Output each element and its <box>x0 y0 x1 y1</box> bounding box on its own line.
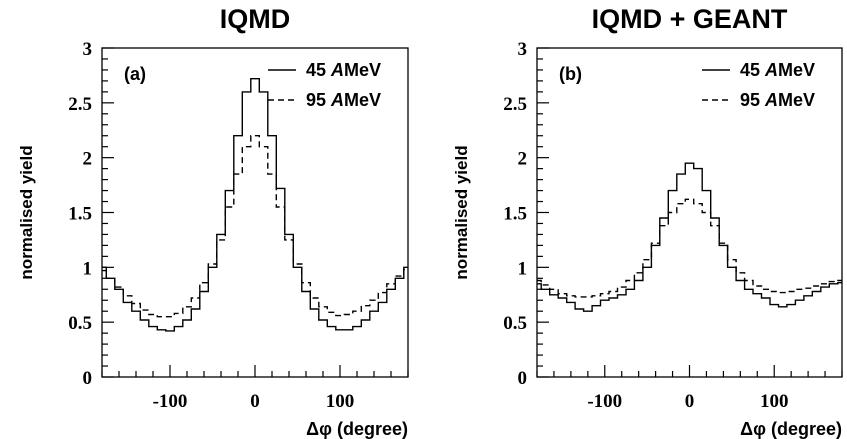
y-tick-label: 2 <box>518 149 528 170</box>
y-tick-label: 1.5 <box>503 204 527 225</box>
chart-title: IQMD <box>220 4 291 34</box>
legend-label-number: 95 <box>740 90 765 110</box>
legend-label-unit: MeV <box>778 60 815 80</box>
y-tick-label: 2.5 <box>68 94 92 115</box>
x-tick-label: 100 <box>326 391 355 412</box>
y-tick-label: 3 <box>83 39 93 60</box>
y-tick-label: 1 <box>83 258 93 279</box>
series-line-45amev <box>537 162 842 312</box>
legend-label-number: 45 <box>740 60 765 80</box>
y-tick-label: 1 <box>518 258 528 279</box>
chart-panel-b: IQMD + GEANT 0 0.5 1 1.5 2 2.5 3 -100 0 100 normali… <box>452 4 843 439</box>
x-tick-label: -100 <box>153 391 188 412</box>
legend-label-italic: A <box>764 90 778 110</box>
legend-label-italic: A <box>764 60 778 80</box>
x-tick-label: -100 <box>587 391 622 412</box>
legend-label-number: 45 <box>306 60 331 80</box>
chart-title: IQMD + GEANT <box>592 4 788 34</box>
y-axis-label: normalised yield <box>17 145 36 279</box>
chart-panel-a: IQMD 0 0.5 1 1.5 2 2.5 3 -100 0 100 normalised yiel… <box>17 4 409 439</box>
legend-label-unit: MeV <box>344 90 381 110</box>
x-tick-label: 0 <box>250 391 260 412</box>
y-tick-label: 2 <box>83 149 93 170</box>
y-tick-label: 0.5 <box>503 313 527 334</box>
legend-label-unit: MeV <box>344 60 381 80</box>
legend-label-unit: MeV <box>778 90 815 110</box>
legend-label-italic: A <box>330 90 344 110</box>
y-tick-label: 0 <box>518 368 528 389</box>
y-axis-label: normalised yield <box>452 145 471 279</box>
x-axis-label: Δφ (degree) <box>306 419 408 439</box>
y-tick-label: 0 <box>83 368 93 389</box>
x-axis-label: Δφ (degree) <box>740 419 842 439</box>
series-line-95amev <box>537 198 842 298</box>
panel-label: (b) <box>559 64 582 84</box>
legend-label-italic: A <box>330 60 344 80</box>
legend-label: 95 AMeV <box>740 90 815 110</box>
x-tick-label: 0 <box>685 391 695 412</box>
panel-label: (a) <box>124 64 146 84</box>
y-tick-label: 1.5 <box>68 204 92 225</box>
series-line-95amev <box>102 135 408 318</box>
y-tick-label: 2.5 <box>503 94 527 115</box>
legend-label: 45 AMeV <box>740 60 815 80</box>
legend-label-number: 95 <box>306 90 331 110</box>
y-tick-label: 3 <box>518 39 528 60</box>
legend-label: 95 AMeV <box>306 90 381 110</box>
legend-label: 45 AMeV <box>306 60 381 80</box>
series-line-45amev <box>102 78 408 332</box>
y-tick-label: 0.5 <box>68 313 92 334</box>
x-tick-label: 100 <box>760 391 789 412</box>
